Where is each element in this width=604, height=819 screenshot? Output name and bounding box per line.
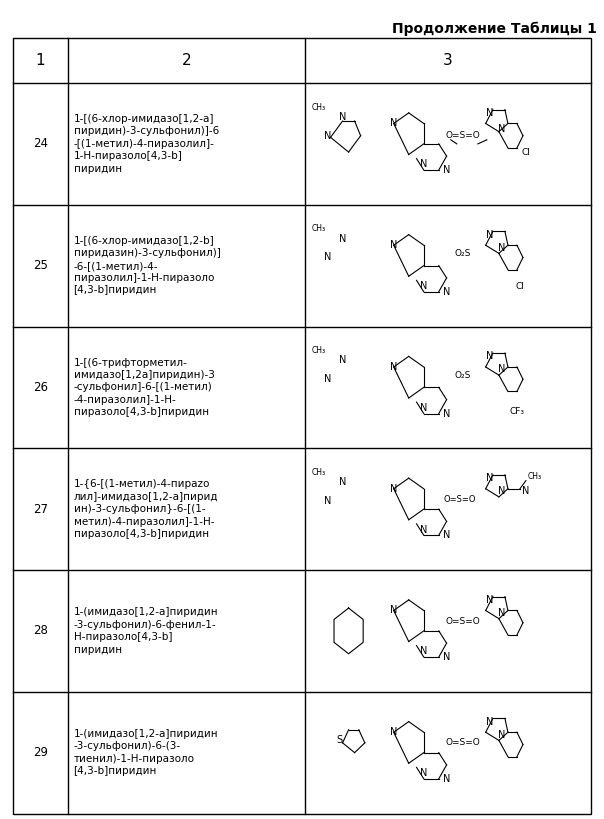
Text: 1-[(6-трифторметил-
имидазо[1,2а]пиридин)-3
-сульфонил]-6-[(1-метил)
-4-пиразоли: 1-[(6-трифторметил- имидазо[1,2а]пиридин… bbox=[74, 358, 214, 417]
Text: N: N bbox=[390, 605, 397, 616]
Text: 1-[(6-хлор-имидазо[1,2-b]
пиридазин)-3-сульфонил)]
-6-[(1-метил)-4-
пиразолил]-1: 1-[(6-хлор-имидазо[1,2-b] пиридазин)-3-с… bbox=[74, 236, 220, 296]
Text: N: N bbox=[486, 595, 493, 605]
Text: CH₃: CH₃ bbox=[312, 346, 326, 355]
Text: N: N bbox=[498, 364, 506, 374]
Text: 26: 26 bbox=[33, 381, 48, 394]
Text: Cl: Cl bbox=[521, 147, 530, 156]
Text: 29: 29 bbox=[33, 746, 48, 759]
Text: N: N bbox=[498, 242, 506, 253]
Text: N: N bbox=[443, 287, 450, 296]
Text: N: N bbox=[339, 477, 346, 487]
Text: N: N bbox=[443, 165, 450, 175]
Text: N: N bbox=[522, 486, 530, 496]
Text: N: N bbox=[443, 652, 450, 662]
Text: N: N bbox=[486, 351, 493, 361]
Text: N: N bbox=[390, 484, 397, 494]
Text: N: N bbox=[443, 530, 450, 541]
Text: 2: 2 bbox=[181, 53, 191, 68]
Text: N: N bbox=[443, 409, 450, 419]
Text: O₂S: O₂S bbox=[455, 371, 471, 380]
Text: N: N bbox=[443, 774, 450, 784]
Text: N: N bbox=[486, 473, 493, 483]
Text: CF₃: CF₃ bbox=[509, 407, 524, 416]
Text: N: N bbox=[486, 108, 493, 118]
Text: N: N bbox=[486, 229, 493, 240]
Text: N: N bbox=[420, 281, 428, 291]
Text: N: N bbox=[420, 524, 428, 535]
Text: N: N bbox=[420, 768, 428, 778]
Text: N: N bbox=[324, 374, 331, 384]
Text: Продолжение Таблицы 1: Продолжение Таблицы 1 bbox=[392, 22, 597, 36]
Text: N: N bbox=[498, 608, 506, 618]
Text: 27: 27 bbox=[33, 503, 48, 516]
Text: Cl: Cl bbox=[515, 282, 524, 291]
Text: N: N bbox=[324, 131, 331, 141]
Text: N: N bbox=[486, 717, 493, 726]
Text: 3: 3 bbox=[443, 53, 452, 68]
Text: O=S=O: O=S=O bbox=[446, 131, 480, 140]
Text: 1: 1 bbox=[36, 53, 45, 68]
Text: 1-(имидазо[1,2-а]пиридин
-3-сульфонил)-6-фенил-1-
Н-пиразоло[4,3-b]
пиридин: 1-(имидазо[1,2-а]пиридин -3-сульфонил)-6… bbox=[74, 608, 218, 654]
Text: 28: 28 bbox=[33, 624, 48, 637]
Text: O₂S: O₂S bbox=[455, 249, 471, 258]
Text: CH₃: CH₃ bbox=[312, 224, 326, 233]
Text: N: N bbox=[390, 119, 397, 129]
Text: N: N bbox=[324, 496, 331, 506]
Text: N: N bbox=[498, 124, 506, 134]
Text: S: S bbox=[336, 735, 342, 745]
Text: N: N bbox=[390, 727, 397, 737]
Text: N: N bbox=[339, 233, 346, 244]
Text: 24: 24 bbox=[33, 138, 48, 151]
Text: N: N bbox=[498, 486, 506, 496]
Text: N: N bbox=[420, 403, 428, 413]
Text: N: N bbox=[390, 240, 397, 251]
Text: O=S=O: O=S=O bbox=[446, 739, 480, 748]
Text: O=S=O: O=S=O bbox=[443, 495, 476, 504]
Text: 25: 25 bbox=[33, 259, 48, 272]
Text: N: N bbox=[420, 646, 428, 656]
Text: CH₃: CH₃ bbox=[312, 102, 326, 111]
Text: N: N bbox=[339, 112, 346, 122]
Text: N: N bbox=[420, 159, 428, 170]
Text: 1-[(6-хлор-имидазо[1,2-а]
пиридин)-3-сульфонил)]-6
-[(1-метил)-4-пиразолил]-
1-Н: 1-[(6-хлор-имидазо[1,2-а] пиридин)-3-сул… bbox=[74, 114, 219, 174]
Text: CH₃: CH₃ bbox=[528, 472, 542, 481]
Text: CH₃: CH₃ bbox=[312, 468, 326, 477]
Text: 1-(имидазо[1,2-а]пиридин
-3-сульфонил)-6-(3-
тиенил)-1-Н-пиразоло
[4,3-b]пиридин: 1-(имидазо[1,2-а]пиридин -3-сульфонил)-6… bbox=[74, 729, 218, 776]
Text: 1-{6-[(1-метил)-4-пираzo
лил]-имидазо[1,2-а]пирид
ин)-3-сульфонил}-6-[(1-
метил): 1-{6-[(1-метил)-4-пираzo лил]-имидазо[1,… bbox=[74, 479, 218, 539]
Text: N: N bbox=[498, 730, 506, 740]
Text: N: N bbox=[324, 252, 331, 262]
Text: O=S=O: O=S=O bbox=[446, 617, 480, 626]
Text: N: N bbox=[390, 362, 397, 372]
Text: N: N bbox=[339, 355, 346, 365]
